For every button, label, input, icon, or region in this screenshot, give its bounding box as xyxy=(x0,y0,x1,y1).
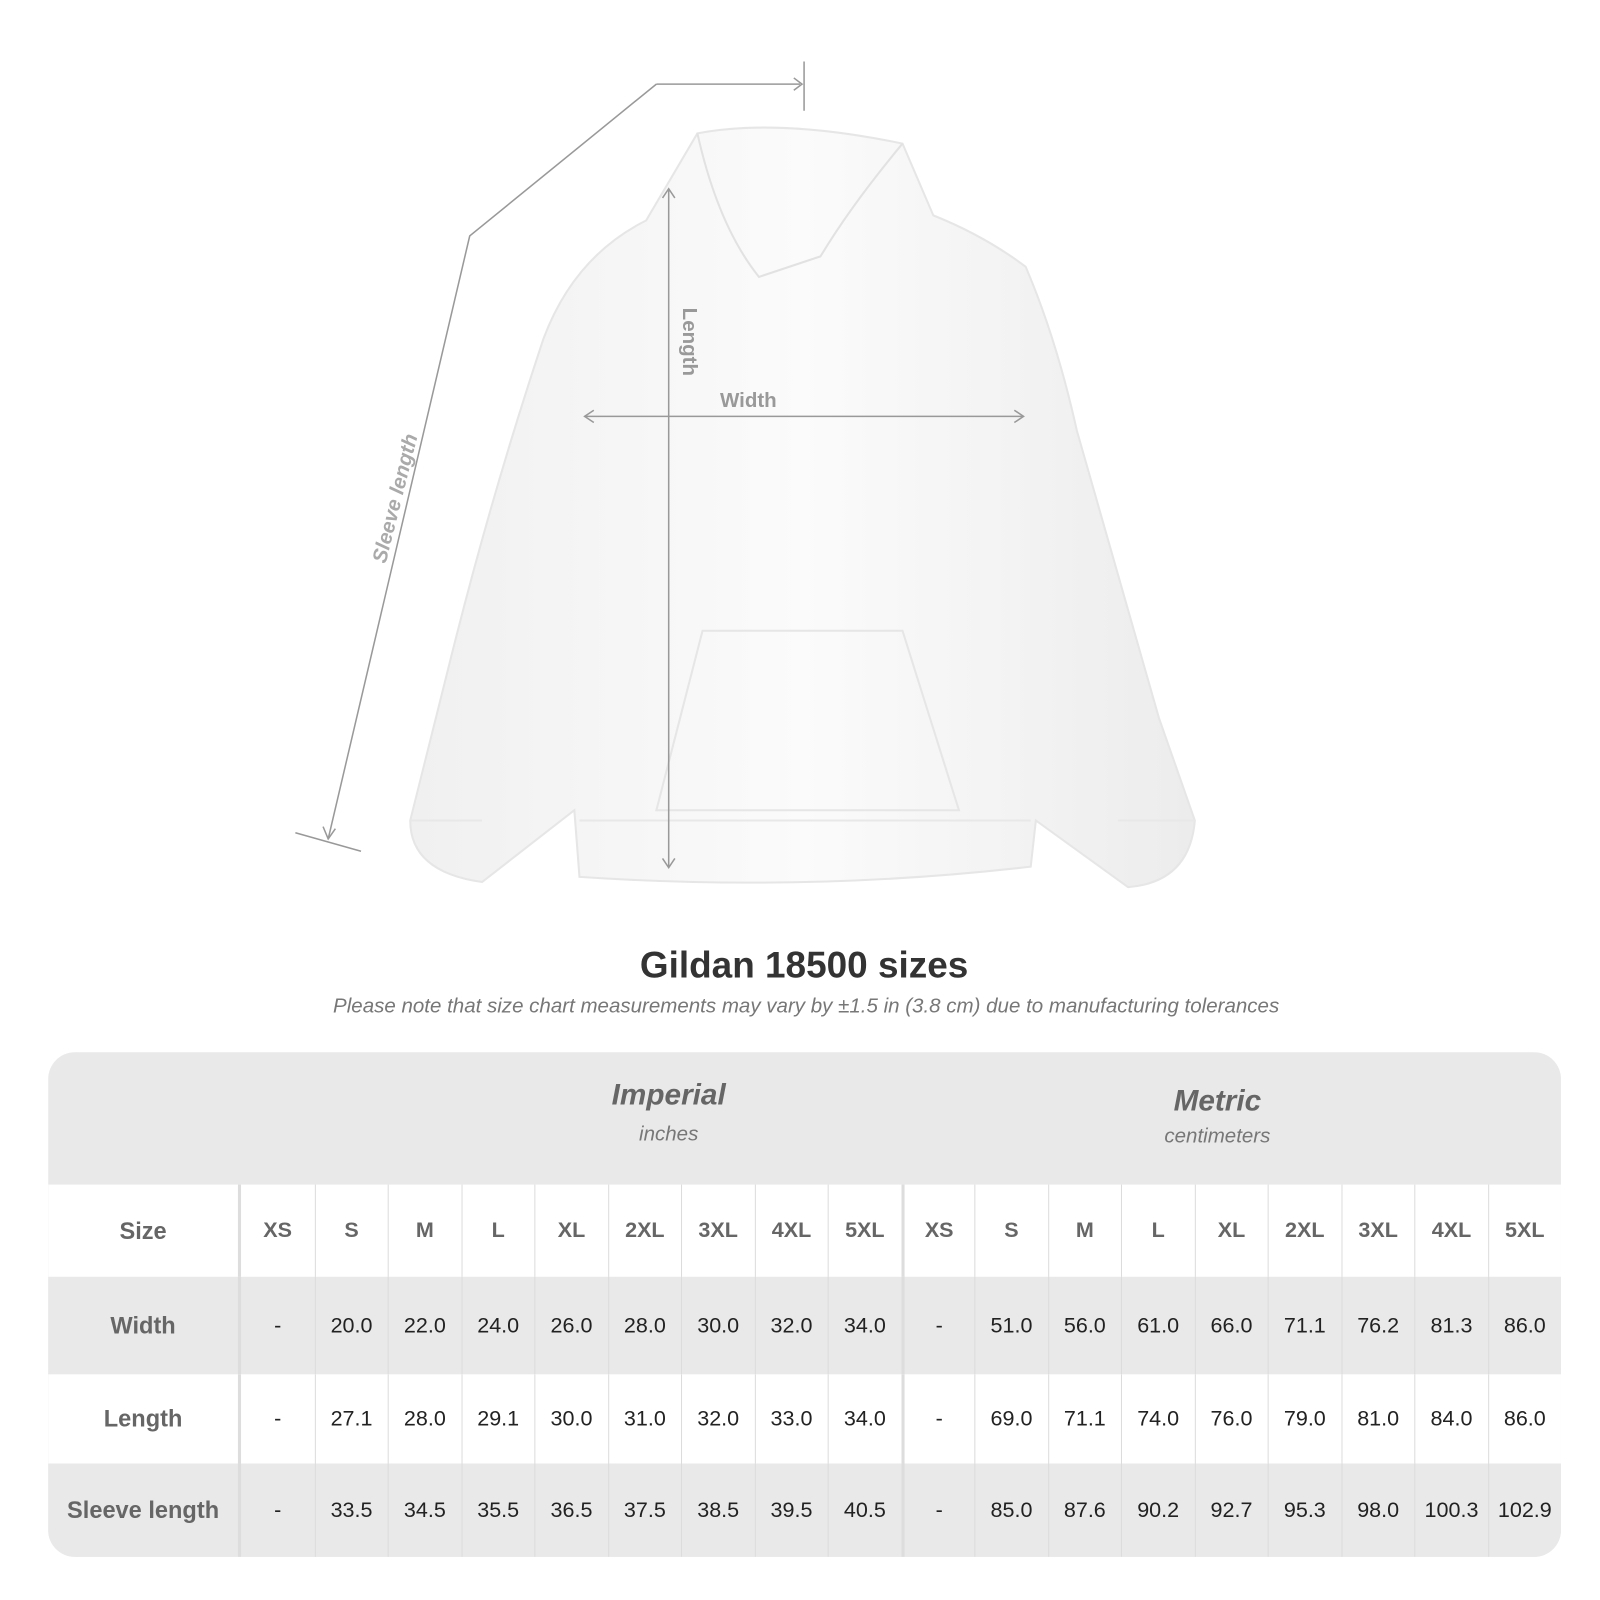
size-header-cell: M xyxy=(387,1184,461,1277)
table-cell: 86.0 xyxy=(1487,1374,1561,1464)
hoodie-image xyxy=(409,126,1196,889)
size-header-cell: 3XL xyxy=(680,1184,754,1277)
table-cell: 71.1 xyxy=(1267,1276,1341,1375)
table-cell: 38.5 xyxy=(680,1463,754,1557)
size-header-cell: XS xyxy=(263,1218,293,1243)
table-cell: 66.0 xyxy=(1194,1276,1267,1375)
table-cell: 30.0 xyxy=(680,1276,754,1375)
size-header-cell: 4XL xyxy=(1414,1184,1487,1277)
table-cell: 51.0 xyxy=(974,1276,1047,1375)
table-cell: 20.0 xyxy=(314,1276,387,1375)
table-cell: 61.0 xyxy=(1120,1276,1194,1375)
size-header-cell: S xyxy=(314,1184,387,1277)
table-cell: 24.0 xyxy=(461,1276,534,1375)
size-header-cell: S xyxy=(974,1184,1047,1277)
table-cell: - xyxy=(274,1497,282,1522)
table-cell: 30.0 xyxy=(534,1374,607,1464)
width-label: Width xyxy=(720,389,777,412)
table-cell: 34.5 xyxy=(387,1463,461,1557)
table-cell: 26.0 xyxy=(534,1276,607,1375)
size-header-cell: 5XL xyxy=(1487,1184,1561,1277)
size-header-cell: M xyxy=(1047,1184,1121,1277)
table-cell: 87.6 xyxy=(1047,1463,1121,1557)
row-label: Size xyxy=(48,1184,242,1277)
metric-unit: centimeters xyxy=(1164,1125,1271,1148)
table-cell: 34.0 xyxy=(827,1374,901,1464)
table-cell: 28.0 xyxy=(607,1276,681,1375)
table-cell: 71.1 xyxy=(1047,1374,1121,1464)
table-cell: 92.7 xyxy=(1194,1463,1267,1557)
table-cell: 22.0 xyxy=(387,1276,461,1375)
size-header-cell: 5XL xyxy=(827,1184,901,1277)
size-header-cell: XS xyxy=(900,1184,974,1277)
table-cell: 35.5 xyxy=(461,1463,534,1557)
imperial-unit: inches xyxy=(639,1123,699,1146)
table-cell: 39.5 xyxy=(754,1463,827,1557)
metric-title: Metric xyxy=(1173,1085,1262,1118)
table-cell: 84.0 xyxy=(1414,1374,1487,1464)
page-title: Gildan 18500 sizes xyxy=(639,943,969,986)
table-cell: 81.3 xyxy=(1414,1276,1487,1375)
table-cell: 28.0 xyxy=(387,1374,461,1464)
tolerance-note: Please note that size chart measurements… xyxy=(333,994,1280,1018)
table-cell: 76.2 xyxy=(1340,1276,1414,1375)
sleeve-measure-line xyxy=(295,61,805,852)
table-cell: 34.0 xyxy=(827,1276,901,1375)
size-header-cell: 3XL xyxy=(1340,1184,1414,1277)
table-cell: - xyxy=(274,1406,282,1431)
table-cell: 81.0 xyxy=(1340,1374,1414,1464)
size-header-cell: 4XL xyxy=(754,1184,827,1277)
size-header-cell: 2XL xyxy=(1267,1184,1341,1277)
table-row: Length -27.1 28.0 29.1 30.0 31.0 32.0 33.0 34.0-… xyxy=(48,1374,1561,1464)
size-header-cell: XL xyxy=(1194,1184,1267,1277)
imperial-header: Imperial inches xyxy=(387,1079,951,1147)
imperial-title: Imperial xyxy=(611,1078,726,1112)
table-cell: - xyxy=(274,1313,282,1337)
table-cell: 29.1 xyxy=(461,1374,534,1464)
table-cell: 32.0 xyxy=(680,1374,754,1464)
row-label: Sleeve length xyxy=(48,1463,242,1557)
table-cell: 95.3 xyxy=(1267,1463,1341,1557)
size-header-row: Size XS S M L XL 2XL 3XL 4XL 5XL XS S M L XL 2XL 3XL 4XL 5… xyxy=(48,1184,1561,1277)
table-cell: 76.0 xyxy=(1194,1374,1267,1464)
row-label: Width xyxy=(48,1276,242,1375)
table-cell: 98.0 xyxy=(1340,1463,1414,1557)
table-cell: 74.0 xyxy=(1120,1374,1194,1464)
table-cell: 90.2 xyxy=(1120,1463,1194,1557)
table-cell: 37.5 xyxy=(607,1463,681,1557)
table-cell: 85.0 xyxy=(974,1463,1047,1557)
size-header-cell: L xyxy=(461,1184,534,1277)
table-cell: 86.0 xyxy=(1487,1276,1561,1375)
table-cell: 69.0 xyxy=(974,1374,1047,1464)
size-header-cell: L xyxy=(1120,1184,1194,1277)
sleeve-length-label: Sleeve length xyxy=(368,431,422,565)
table-cell: 27.1 xyxy=(314,1374,387,1464)
length-label: Length xyxy=(678,308,701,376)
table-cell: 33.5 xyxy=(314,1463,387,1557)
table-cell: 79.0 xyxy=(1267,1374,1341,1464)
table-cell: 33.0 xyxy=(754,1374,827,1464)
table-cell: - xyxy=(900,1463,974,1557)
table-cell: 56.0 xyxy=(1047,1276,1121,1375)
size-header-cell: XL xyxy=(534,1184,607,1277)
table-cell: - xyxy=(900,1374,974,1464)
table-cell: 102.9 xyxy=(1487,1463,1561,1557)
table-cell: 31.0 xyxy=(607,1374,681,1464)
table-row: Width -20.0 22.0 24.0 26.0 28.0 30.0 32.0 34.0-5… xyxy=(48,1276,1561,1375)
metric-header: Metric centimeters xyxy=(1074,1085,1361,1149)
table-cell: 40.5 xyxy=(827,1463,901,1557)
table-cell: - xyxy=(900,1276,974,1375)
table-row: Sleeve length - 33.5 34.5 35.5 36.5 37.5 38.5 39… xyxy=(48,1463,1561,1557)
row-label: Length xyxy=(48,1374,242,1464)
size-table: Imperial inches Metric centimeters Size X… xyxy=(48,1052,1561,1557)
table-cell: 32.0 xyxy=(754,1276,827,1375)
size-header-cell: 2XL xyxy=(607,1184,681,1277)
table-cell: 36.5 xyxy=(534,1463,607,1557)
table-cell: 100.3 xyxy=(1414,1463,1487,1557)
hoodie-diagram: Sleeve length Length Width xyxy=(295,61,1196,889)
